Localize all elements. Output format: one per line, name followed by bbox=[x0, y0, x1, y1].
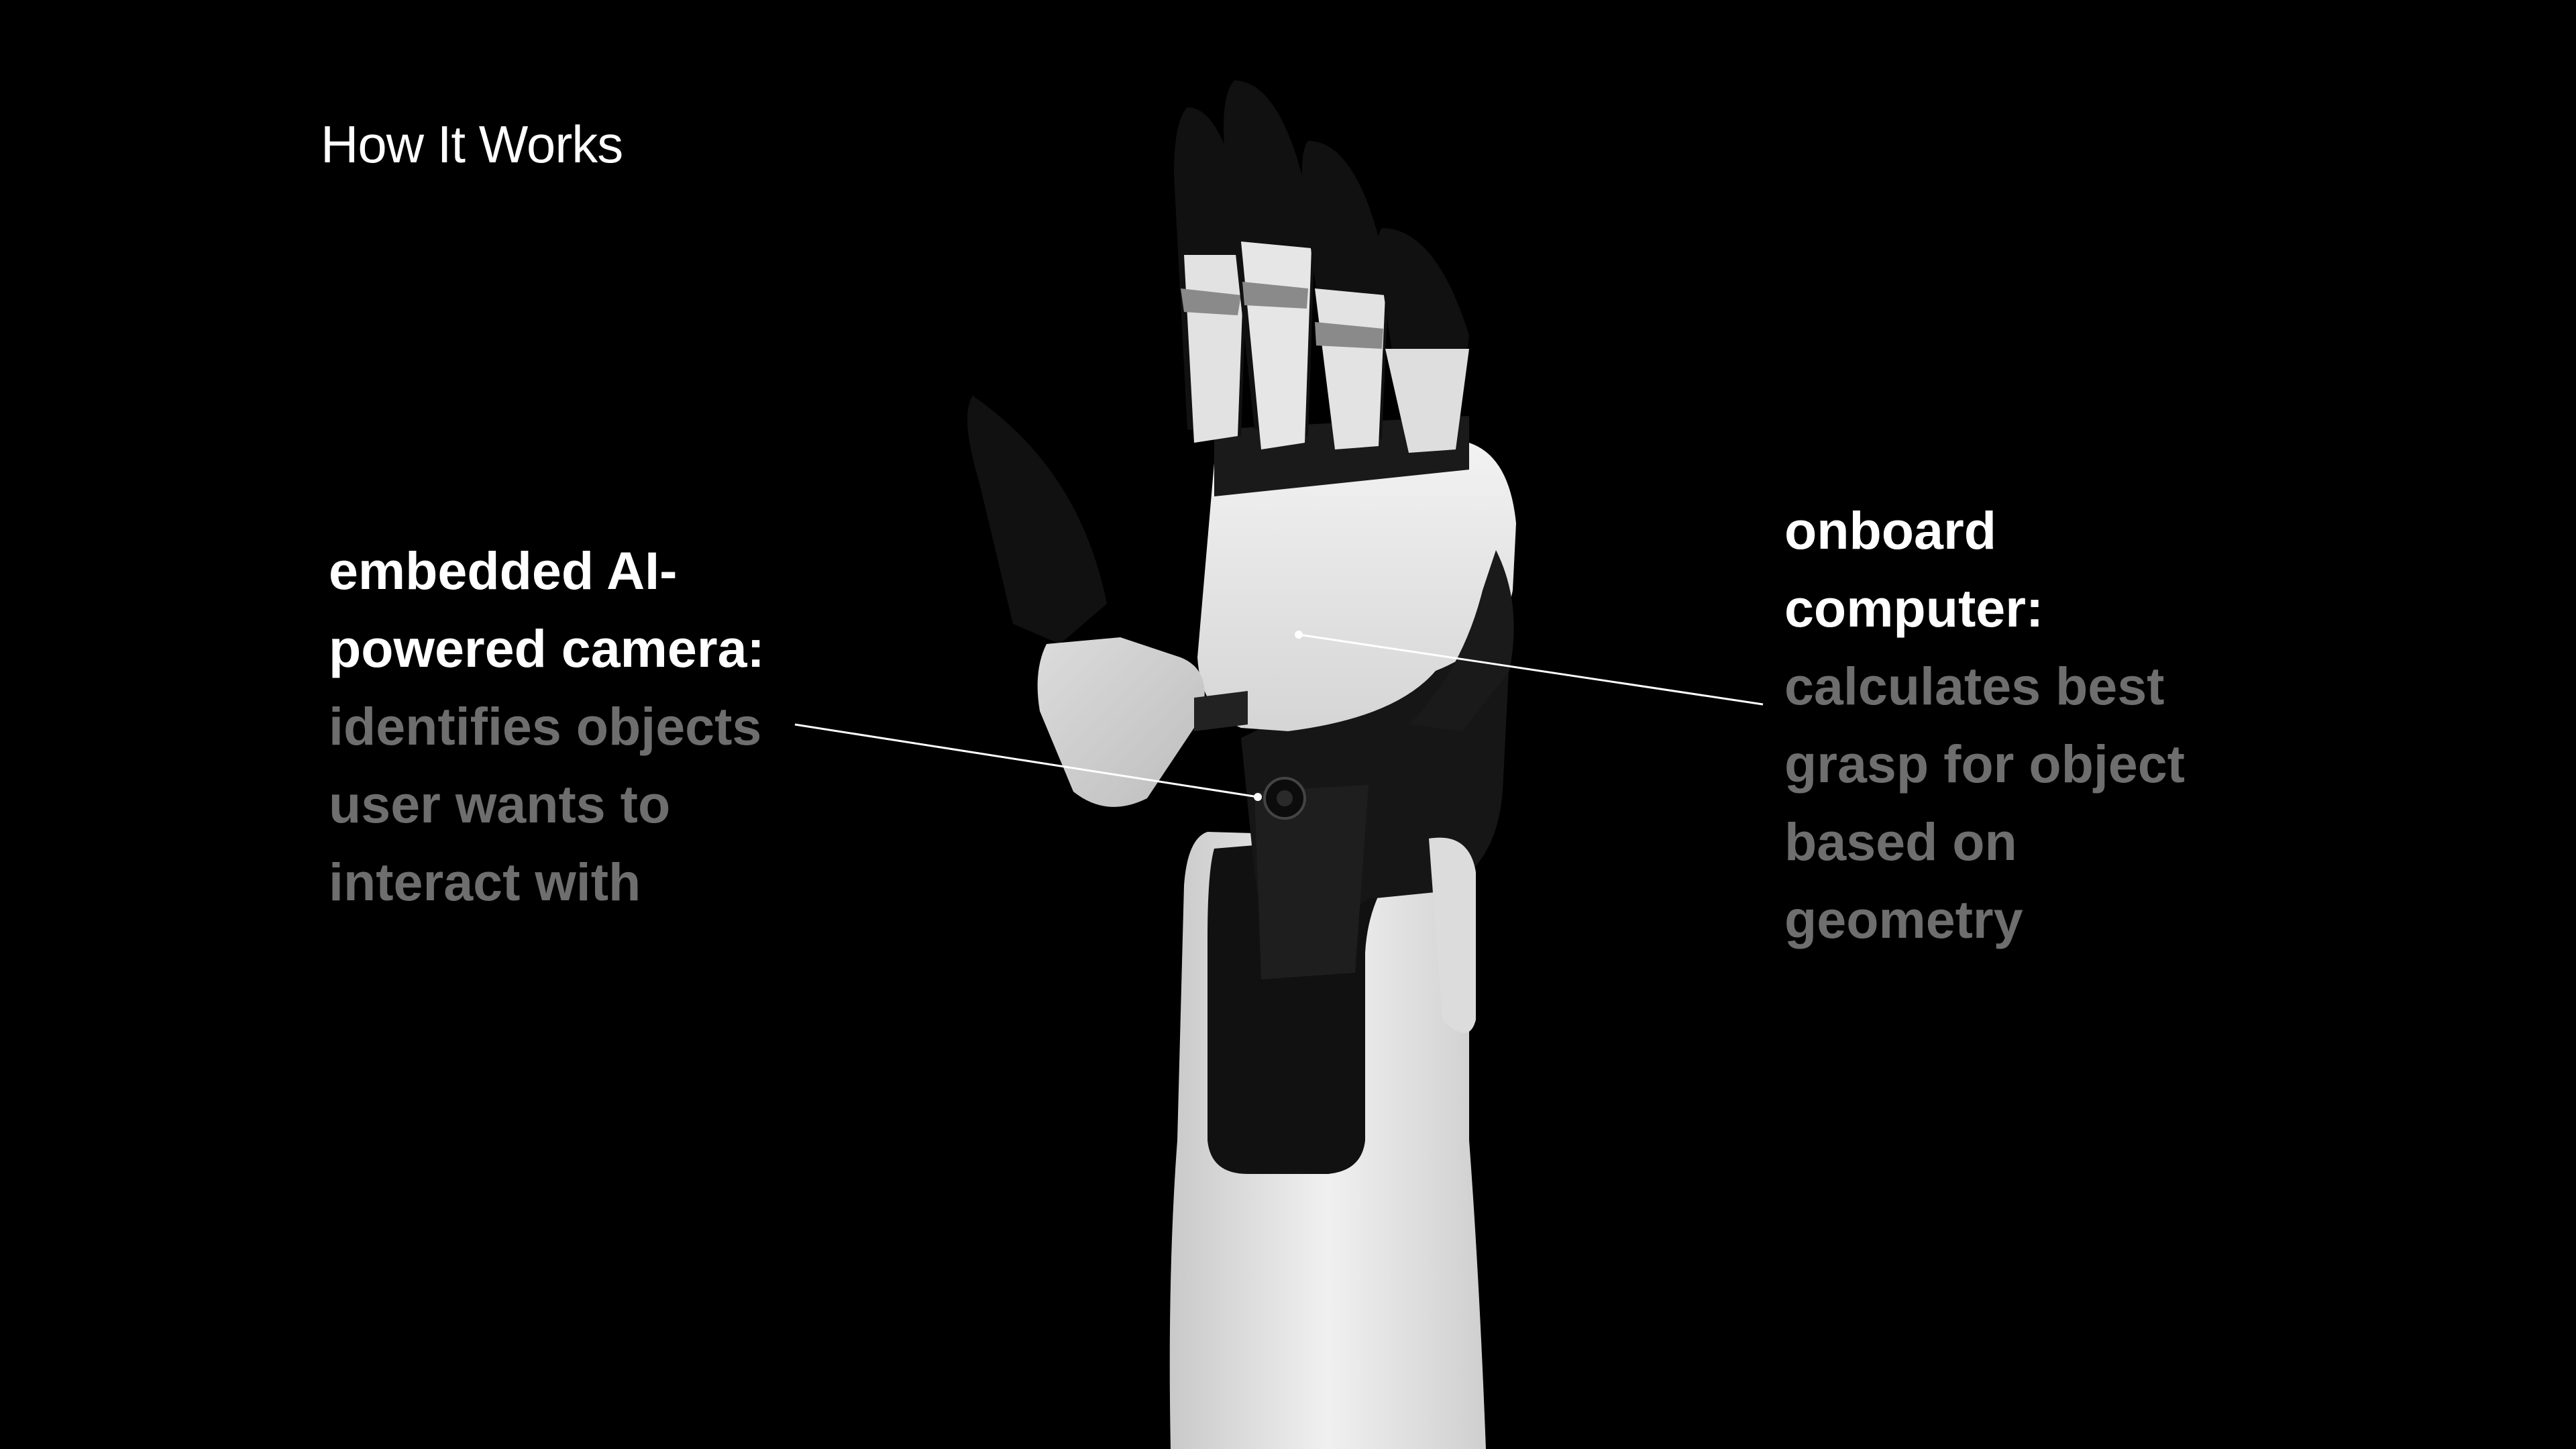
wrist-strut bbox=[1254, 785, 1368, 979]
camera-callout-heading: embedded AI-powered camera: bbox=[329, 541, 765, 678]
page-title: How It Works bbox=[321, 115, 623, 174]
computer-leader-line bbox=[1298, 633, 1764, 706]
finger-2 bbox=[1224, 80, 1315, 449]
camera-leader-line bbox=[794, 723, 1258, 798]
finger-3 bbox=[1302, 141, 1389, 449]
computer-callout-description: calculates best grasp for object based o… bbox=[1784, 656, 2185, 949]
computer-callout-heading: onboard computer: bbox=[1784, 500, 2044, 638]
thumb bbox=[967, 396, 1248, 807]
camera-callout-description: identifies objects user wants to interac… bbox=[329, 696, 762, 912]
finger-4 bbox=[1377, 228, 1469, 453]
camera-callout: embedded AI-powered camera: identifies o… bbox=[329, 532, 812, 921]
computer-callout: onboard computer: calculates best grasp … bbox=[1784, 492, 2267, 959]
palm bbox=[1197, 443, 1516, 731]
